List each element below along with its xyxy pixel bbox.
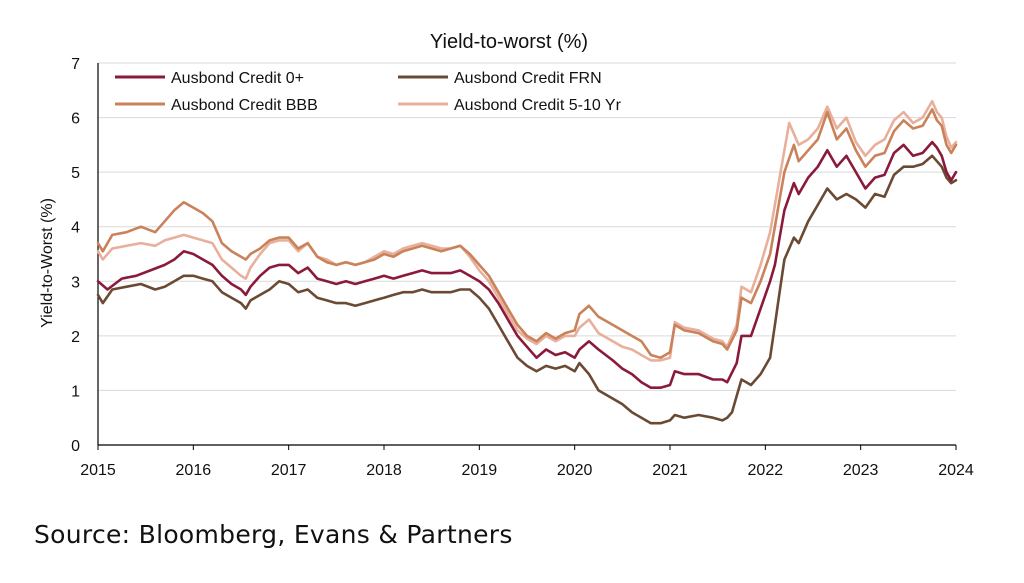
legend-item-ausbond-credit-5-10-yr: Ausbond Credit 5-10 Yr [398, 97, 622, 114]
x-tick-label: 2021 [652, 462, 688, 479]
y-tick-label: 2 [71, 329, 80, 346]
legend-label: Ausbond Credit BBB [171, 97, 318, 114]
y-tick-label: 4 [71, 220, 80, 237]
legend: Ausbond Credit 0+ Ausbond Credit FRN Ausbo… [115, 70, 622, 114]
y-tick-label: 7 [71, 56, 80, 73]
y-tick-label: 5 [71, 165, 80, 182]
y-axis-label: Yield-to-Worst (%) [39, 198, 56, 328]
x-tick-label: 2020 [557, 462, 593, 479]
series-lines [96, 99, 958, 425]
y-tick-label: 6 [71, 111, 80, 128]
legend-label: Ausbond Credit 5-10 Yr [454, 97, 622, 114]
chart-title: Yield-to-worst (%) [430, 31, 588, 53]
x-tick-label: 2015 [80, 462, 116, 479]
x-tick-label: 2024 [938, 462, 974, 479]
y-tick-label: 1 [71, 383, 80, 400]
series-line-ausbond-credit-frn [96, 154, 958, 425]
grid-lines [98, 62, 956, 391]
y-tick-label: 0 [71, 438, 80, 455]
x-tick-label: 2023 [843, 462, 879, 479]
x-tick-label: 2018 [366, 462, 402, 479]
series-line-ausbond-credit-0 [96, 140, 958, 389]
legend-item-ausbond-credit-frn: Ausbond Credit FRN [398, 70, 602, 87]
x-tick-label: 2022 [748, 462, 784, 479]
legend-item-ausbond-credit-0: Ausbond Credit 0+ [115, 70, 304, 87]
x-tick-label: 2016 [176, 462, 212, 479]
axes [97, 63, 957, 450]
legend-label: Ausbond Credit FRN [454, 70, 602, 87]
source-note: Source: Bloomberg, Evans & Partners [34, 520, 513, 549]
series-line-ausbond-credit-bbb [96, 108, 958, 359]
x-tick-label: 2017 [271, 462, 307, 479]
legend-label: Ausbond Credit 0+ [171, 70, 304, 87]
series-line-ausbond-credit-5-10-yr [96, 99, 958, 362]
y-tick-label: 3 [71, 274, 80, 291]
legend-item-ausbond-credit-bbb: Ausbond Credit BBB [115, 97, 318, 114]
tick-labels: 0 1 2 3 4 5 6 7 2015 2016 2017 2018 2019 2020 2021 2022… [71, 56, 974, 479]
x-tick-label: 2019 [462, 462, 498, 479]
